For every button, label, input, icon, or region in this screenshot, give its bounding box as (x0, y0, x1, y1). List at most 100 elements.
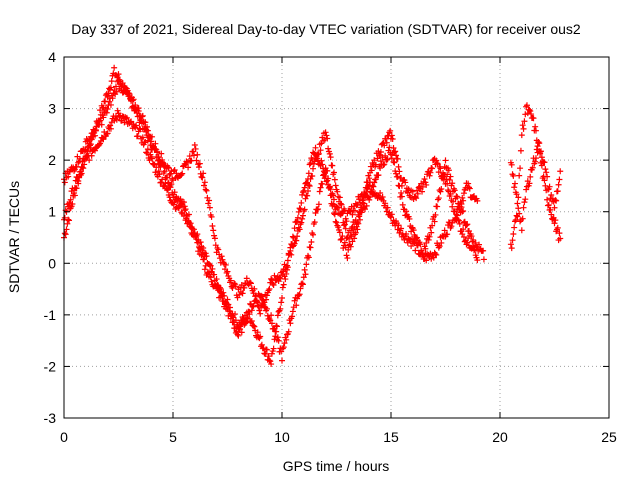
data-point (426, 172, 433, 179)
data-point (419, 188, 426, 195)
data-point (164, 186, 171, 193)
data-point (387, 127, 394, 134)
data-point (294, 214, 301, 221)
data-point (536, 140, 543, 147)
data-point (379, 193, 386, 200)
data-point (216, 288, 223, 295)
data-point (201, 182, 208, 189)
data-point (192, 145, 199, 152)
data-point (349, 238, 356, 245)
data-point (71, 184, 78, 191)
data-point (167, 170, 174, 177)
data-point (182, 206, 189, 213)
data-point (460, 234, 467, 241)
data-point (534, 143, 541, 150)
data-point (253, 298, 260, 305)
data-point (553, 197, 560, 204)
data-point (152, 140, 159, 147)
data-point (517, 147, 524, 154)
data-point (195, 164, 202, 171)
data-point (223, 303, 230, 310)
data-point (201, 179, 208, 186)
data-point (433, 157, 440, 164)
data-point (351, 207, 358, 214)
data-point (445, 167, 452, 174)
data-point (258, 292, 265, 299)
data-point (388, 211, 395, 218)
data-point (437, 165, 444, 172)
data-point (208, 278, 215, 285)
data-point (406, 215, 413, 222)
data-point (432, 251, 439, 258)
data-point (267, 317, 274, 324)
data-point (319, 180, 326, 187)
data-point (325, 175, 332, 182)
data-point (268, 275, 275, 282)
series-track-c (61, 77, 481, 317)
data-point (333, 219, 340, 226)
data-point (362, 206, 369, 213)
data-point (112, 83, 119, 90)
series-track-e (507, 140, 564, 234)
data-point (190, 226, 197, 233)
data-point (317, 147, 324, 154)
data-point (312, 144, 319, 151)
data-point (64, 220, 71, 227)
data-point (382, 135, 389, 142)
data-point (438, 239, 445, 246)
data-point (274, 334, 281, 341)
data-point (277, 305, 284, 312)
data-point (341, 222, 348, 229)
data-point (521, 118, 528, 125)
data-point (509, 237, 516, 244)
data-point (436, 243, 443, 250)
data-point (314, 206, 321, 213)
data-point (186, 153, 193, 160)
data-point (258, 293, 265, 300)
data-point (166, 194, 173, 201)
data-point (551, 220, 558, 227)
data-point (247, 319, 254, 326)
data-point (134, 133, 141, 140)
data-point (349, 211, 356, 218)
x-tick-label: 0 (60, 429, 68, 445)
data-point (96, 141, 103, 148)
data-point (238, 329, 245, 336)
data-point (287, 320, 294, 327)
data-point (144, 146, 151, 153)
data-point (392, 168, 399, 175)
data-point (92, 132, 99, 139)
data-point (271, 272, 278, 279)
data-point (454, 212, 461, 219)
data-point (287, 247, 294, 254)
data-point (208, 213, 215, 220)
data-point (463, 222, 470, 229)
data-point (279, 357, 285, 364)
data-point (317, 184, 324, 191)
data-point (117, 80, 124, 87)
data-point (138, 113, 145, 120)
data-point (269, 280, 276, 287)
data-point (556, 176, 563, 183)
data-point (515, 205, 522, 212)
data-point (196, 160, 203, 167)
data-point (294, 233, 301, 240)
data-point (323, 132, 330, 139)
data-point (465, 184, 472, 191)
data-point (346, 235, 353, 242)
data-point (532, 127, 539, 134)
data-point (542, 182, 549, 189)
data-point (186, 223, 193, 230)
data-point (518, 132, 525, 139)
data-point (133, 109, 140, 116)
data-point (447, 173, 454, 180)
data-point (547, 206, 554, 213)
data-point (304, 192, 311, 199)
data-point (315, 201, 322, 208)
data-point (107, 122, 114, 129)
data-point (87, 133, 94, 140)
data-point (299, 215, 306, 222)
data-point (262, 351, 269, 358)
data-point (201, 256, 208, 263)
data-point (343, 218, 350, 225)
